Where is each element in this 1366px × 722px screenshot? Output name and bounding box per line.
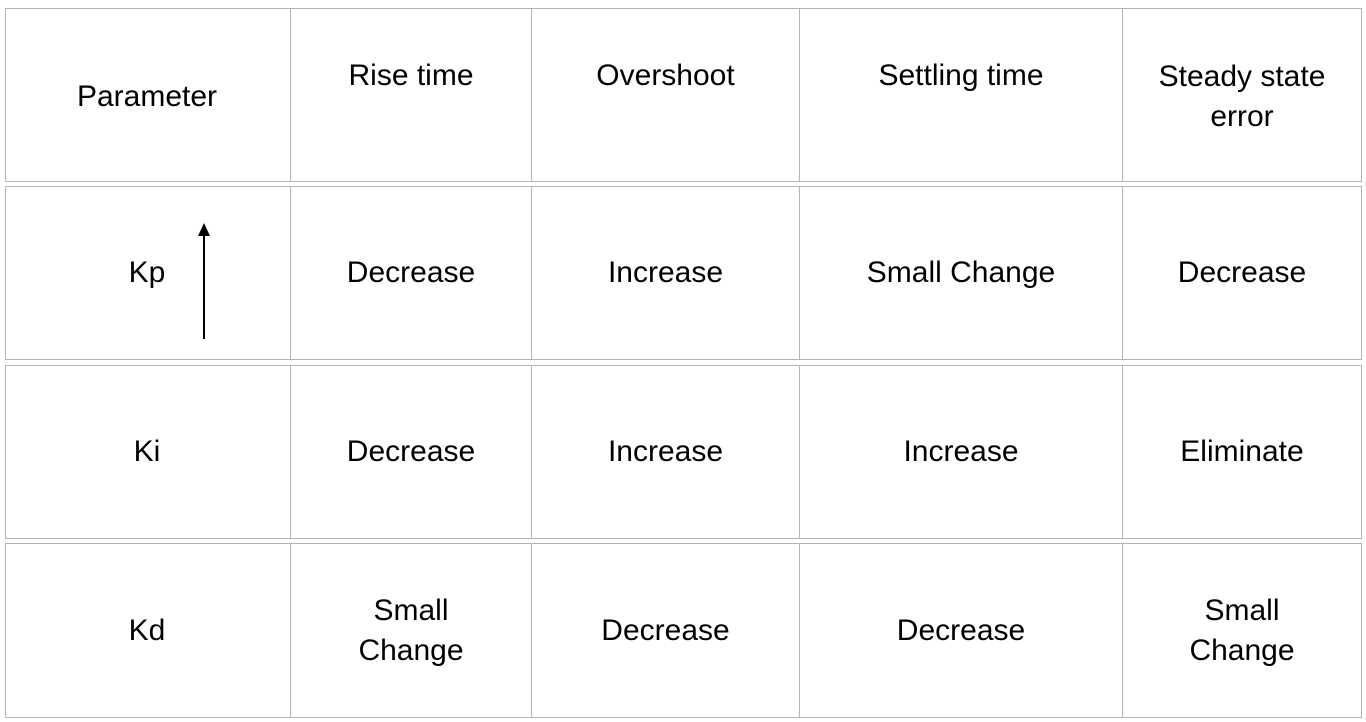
cell-value: Decrease xyxy=(346,435,476,468)
header-cell-settling-time: Settling time xyxy=(799,9,1122,181)
parameter-label: Ki xyxy=(133,435,161,468)
steady-state-error-cell: Decrease xyxy=(1122,187,1361,359)
cell-value: Increase xyxy=(607,256,724,289)
cell-value: Decrease xyxy=(346,256,476,289)
parameter-cell: Ki xyxy=(6,366,290,538)
cell-value: Decrease xyxy=(601,613,730,647)
overshoot-cell: Increase xyxy=(531,366,799,538)
settling-time-cell: Decrease xyxy=(799,544,1122,717)
overshoot-cell: Increase xyxy=(531,187,799,359)
cell-value: Increase xyxy=(607,435,724,468)
header-label: Overshoot xyxy=(596,59,735,92)
cell-value: Small Change xyxy=(1189,593,1295,667)
table-header-row: Parameter Rise time Overshoot Settling t… xyxy=(5,8,1362,182)
parameter-label: Kp xyxy=(128,256,166,289)
rise-time-cell: Small Change xyxy=(290,544,531,717)
header-label: Steady state error xyxy=(1158,60,1326,133)
rise-time-cell: Decrease xyxy=(290,366,531,538)
header-label: Rise time xyxy=(348,59,474,92)
header-label: Parameter xyxy=(76,80,218,113)
header-cell-rise-time: Rise time xyxy=(290,9,531,181)
cell-value: Increase xyxy=(903,435,1019,468)
overshoot-cell: Decrease xyxy=(531,544,799,717)
table-row-ki: Ki Decrease Increase Increase Eliminate xyxy=(5,365,1362,539)
header-cell-steady-state-error: Steady state error xyxy=(1122,9,1361,181)
steady-state-error-cell: Small Change xyxy=(1122,544,1361,717)
parameter-label: Kd xyxy=(128,613,166,647)
cell-value: Decrease xyxy=(896,613,1026,647)
steady-state-error-cell: Eliminate xyxy=(1122,366,1361,538)
cell-value: Small Change xyxy=(866,256,1056,289)
cell-value: Decrease xyxy=(1177,256,1307,289)
table-row-kp: Kp Decrease Increase Small Change Decrea… xyxy=(5,186,1362,360)
parameter-cell: Kd xyxy=(6,544,290,717)
up-arrow-icon xyxy=(198,223,210,339)
settling-time-cell: Increase xyxy=(799,366,1122,538)
cell-value: Eliminate xyxy=(1180,435,1304,468)
cell-value: Small Change xyxy=(358,593,464,667)
settling-time-cell: Small Change xyxy=(799,187,1122,359)
table-row-kd: Kd Small Change Decrease Decrease Small … xyxy=(5,543,1362,718)
header-label: Settling time xyxy=(878,59,1044,92)
header-cell-parameter: Parameter xyxy=(6,9,290,181)
rise-time-cell: Decrease xyxy=(290,187,531,359)
header-cell-overshoot: Overshoot xyxy=(531,9,799,181)
parameter-cell: Kp xyxy=(6,187,290,359)
